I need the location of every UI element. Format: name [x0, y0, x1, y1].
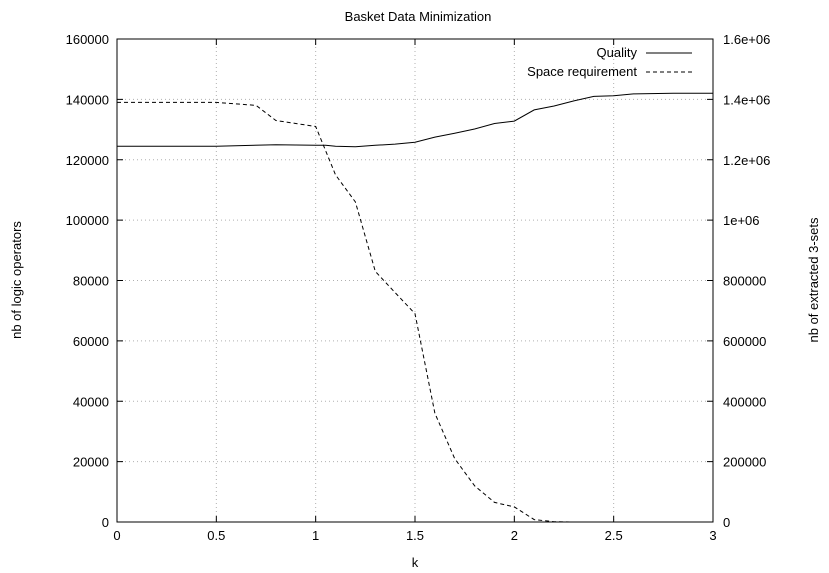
series-line-quality — [117, 92, 713, 148]
legend-label-space-requirement: Space requirement — [527, 64, 637, 79]
legend: Quality Space requirement — [527, 45, 692, 79]
y-tick-label: 20000 — [73, 455, 109, 470]
series-line-space-requirement — [117, 101, 713, 523]
x-tick-label: 2 — [511, 528, 518, 543]
y-tick-labels: 0 20000 40000 60000 80000 100000 120000 140000 1… — [66, 32, 109, 530]
grid — [117, 39, 713, 522]
x-tick-label: 3 — [709, 528, 716, 543]
y2-tick-label: 1.4e+06 — [723, 92, 770, 107]
x-tick-label: 2.5 — [605, 528, 623, 543]
x-tick-label: 1.5 — [406, 528, 424, 543]
y-axis-label: nb of logic operators — [9, 221, 24, 339]
x-tick-label: 1 — [312, 528, 319, 543]
y-tick-label: 120000 — [66, 153, 109, 168]
x-tick-label: 0.5 — [207, 528, 225, 543]
series — [117, 92, 713, 523]
y2-tick-label: 200000 — [723, 455, 766, 470]
x-tick-label: 0 — [113, 528, 120, 543]
legend-label-quality: Quality — [597, 45, 638, 60]
y2-tick-label: 400000 — [723, 394, 766, 409]
y-tick-label: 0 — [102, 515, 109, 530]
y2-tick-label: 600000 — [723, 334, 766, 349]
chart-title: Basket Data Minimization — [345, 9, 492, 24]
y2-tick-label: 800000 — [723, 274, 766, 289]
y-tick-label: 80000 — [73, 274, 109, 289]
y-tick-label: 40000 — [73, 394, 109, 409]
y2-axis-label: nb of extracted 3-sets — [806, 217, 821, 343]
y2-tick-label: 1e+06 — [723, 213, 760, 228]
y-tick-label: 160000 — [66, 32, 109, 47]
y-tick-label: 60000 — [73, 334, 109, 349]
y2-tick-label: 1.2e+06 — [723, 153, 770, 168]
y2-tick-label: 0 — [723, 515, 730, 530]
y2-tick-label: 1.6e+06 — [723, 32, 770, 47]
x-axis-label: k — [412, 555, 419, 570]
y-tick-label: 100000 — [66, 213, 109, 228]
y-tick-label: 140000 — [66, 92, 109, 107]
x-tick-labels: 0 0.5 1 1.5 2 2.5 3 — [113, 528, 716, 543]
y2-tick-labels: 0 200000 400000 600000 800000 1e+06 1.2e+06 1.4… — [723, 32, 770, 530]
